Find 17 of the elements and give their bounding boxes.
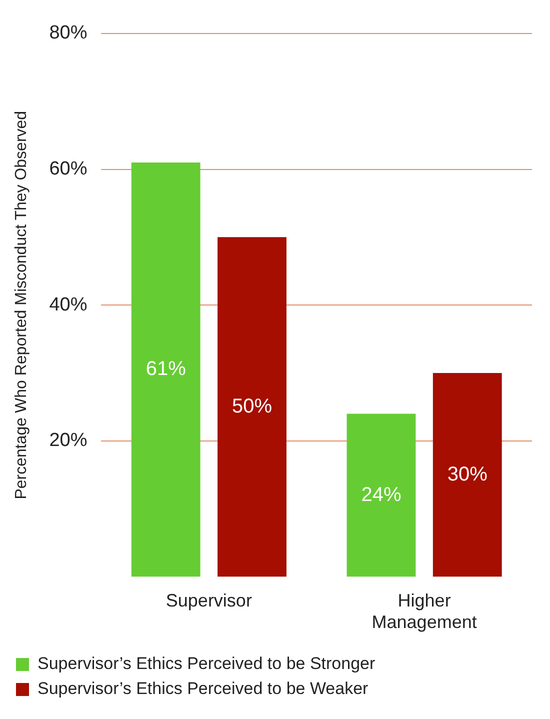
y-tick-label: 20% <box>49 430 88 452</box>
legend-label: Supervisor’s Ethics Perceived to be Weaker <box>38 679 369 698</box>
y-tick-label: 40% <box>49 294 88 316</box>
data-label: 61% <box>146 358 186 380</box>
bar <box>131 162 200 577</box>
bar <box>218 237 286 577</box>
bar <box>432 373 502 577</box>
x-tick-label: Higher Management <box>372 590 477 632</box>
x-tick-label: Supervisor <box>166 590 252 611</box>
bar <box>346 414 416 577</box>
data-label: 50% <box>232 396 272 418</box>
y-axis-title: Percentage Who Reported Misconduct They Observed <box>13 110 30 500</box>
data-label: 30% <box>447 463 488 486</box>
y-tick-label: 60% <box>49 158 88 180</box>
data-label: 24% <box>361 484 402 506</box>
legend-label: Supervisor’s Ethics Perceived to be Stronger <box>38 654 376 674</box>
y-tick-label: 80% <box>49 22 88 44</box>
